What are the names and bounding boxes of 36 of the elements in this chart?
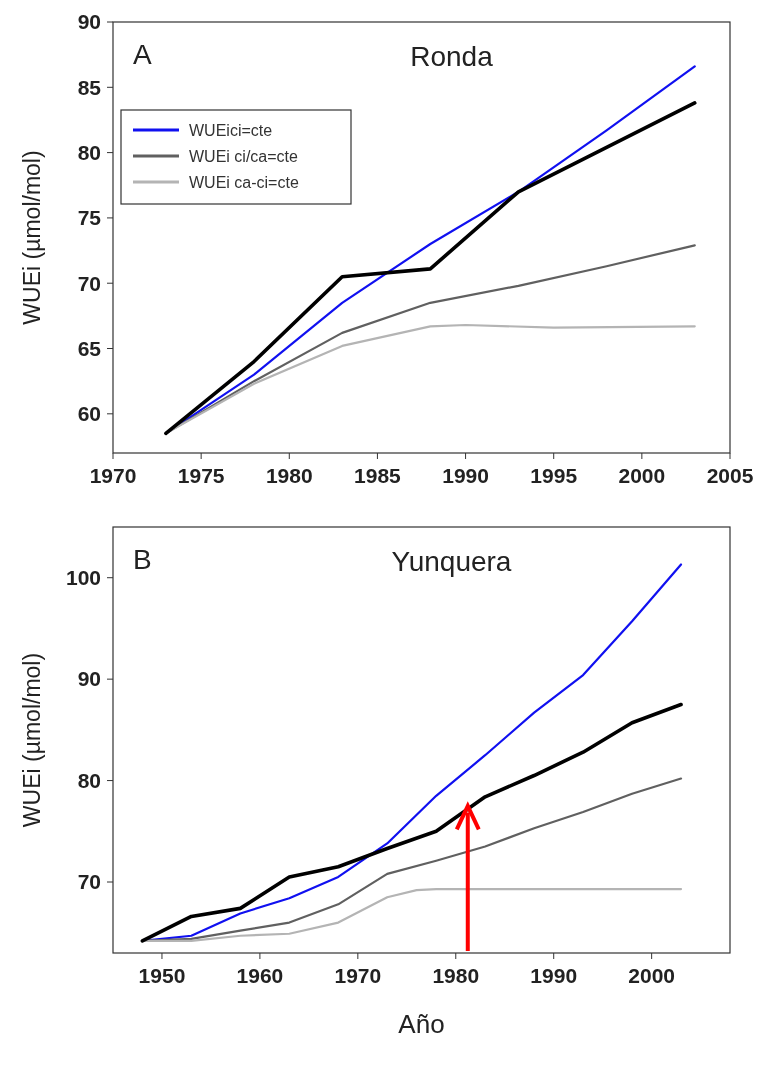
legend-label: WUEi ci/ca=cte	[189, 147, 299, 165]
x-tick-label: 1980	[265, 464, 313, 487]
x-tick-label: 1970	[89, 464, 137, 487]
y-tick-label: 75	[77, 206, 102, 230]
x-tick-label: 1990	[530, 964, 578, 987]
annotation: B	[133, 544, 152, 575]
y-tick-label: 90	[77, 667, 101, 691]
y-tick-label: 90	[77, 10, 101, 34]
x-tick-label: 1950	[138, 964, 186, 987]
y-tick-label: 65	[77, 336, 102, 360]
x-tick-label: 2000	[628, 964, 676, 987]
y-tick-label: 70	[77, 271, 101, 295]
x-tick-label: 1960	[236, 964, 284, 987]
y-tick-label: 85	[77, 75, 102, 99]
x-tick-label: 2005	[706, 464, 754, 487]
legend-label: WUEici=cte	[189, 121, 273, 139]
x-tick-label: 1970	[334, 964, 382, 987]
y-axis-title: WUEi (µmol/mol)	[19, 150, 45, 325]
text: Yunquera	[391, 546, 512, 577]
x-tick-label: 2000	[618, 464, 666, 487]
annotation: A	[133, 39, 152, 70]
y-tick-label: 80	[77, 768, 101, 792]
x-tick-label: 1985	[354, 464, 402, 487]
x-axis-title: Año	[398, 1009, 445, 1039]
y-tick-label: 60	[77, 402, 101, 426]
line-series	[140, 702, 683, 943]
y-tick-label: 70	[77, 870, 101, 894]
legend-label: WUEi ca-ci=cte	[189, 173, 299, 191]
x-tick-label: 1975	[177, 464, 225, 487]
y-tick-label: 100	[65, 566, 101, 590]
x-tick-label: 1995	[530, 464, 578, 487]
y-axis-title: WUEi (µmol/mol)	[19, 652, 45, 828]
x-tick-label: 1980	[432, 964, 480, 987]
x-tick-label: 1990	[442, 464, 489, 487]
y-tick-label: 80	[77, 140, 101, 164]
text: Ronda	[410, 41, 494, 72]
